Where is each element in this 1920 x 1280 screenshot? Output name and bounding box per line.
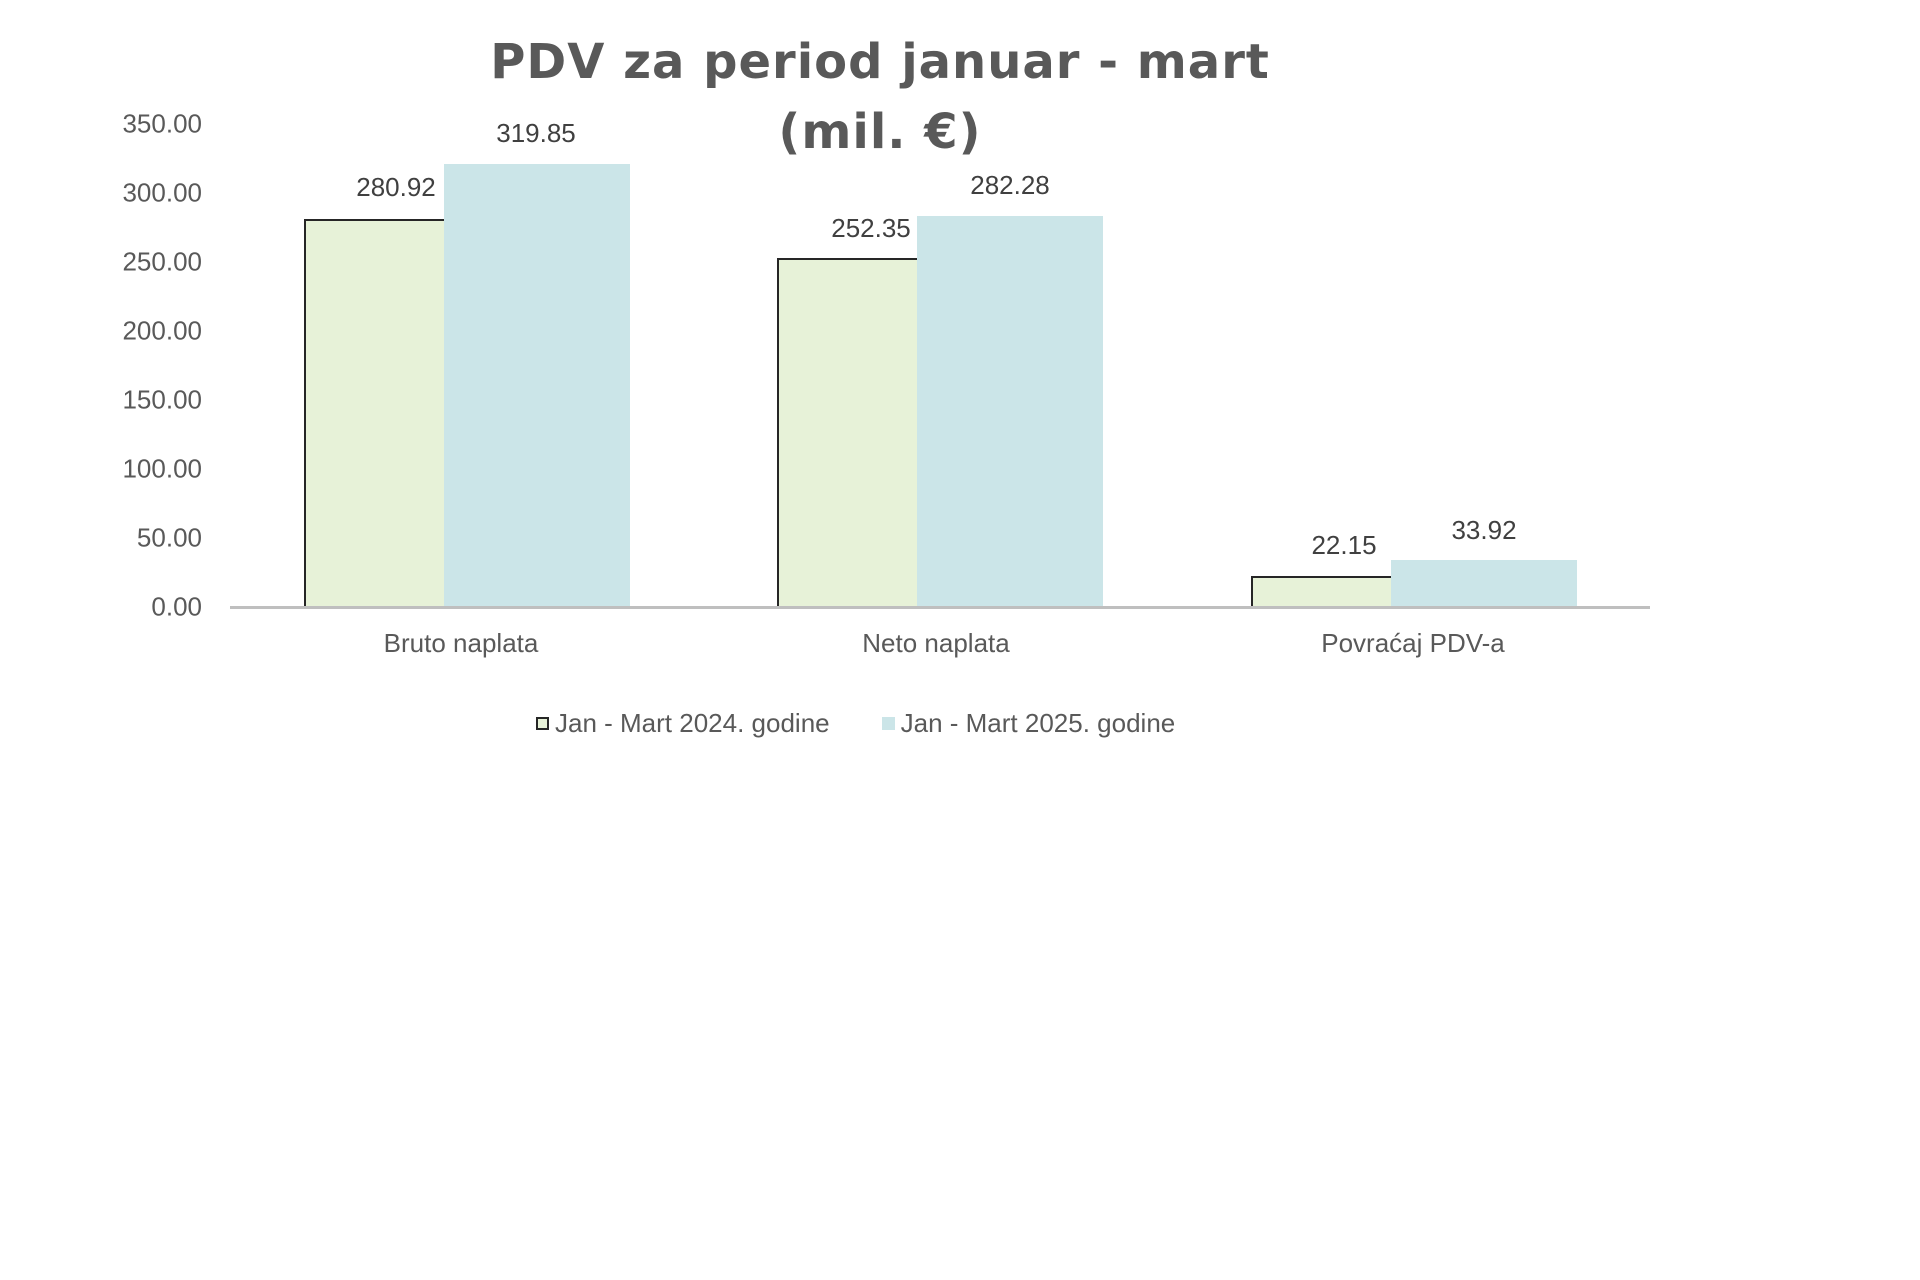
category-label: Bruto naplata	[383, 628, 539, 658]
y-tick-label: 250.00	[122, 246, 202, 277]
legend-label: Jan - Mart 2025. godine	[900, 708, 1176, 738]
legend-item-2024[interactable]: Jan - Mart 2024. godine	[536, 708, 830, 739]
legend: Jan - Mart 2024. godine Jan - Mart 2025.…	[536, 708, 1227, 739]
y-tick-label: 0.00	[151, 591, 202, 622]
chart-title-line-1: PDV za period januar - mart	[490, 34, 1270, 90]
y-tick-label: 300.00	[122, 177, 202, 208]
y-tick-label: 100.00	[122, 453, 202, 484]
data-label: 282.28	[970, 170, 1050, 200]
data-label: 33.92	[1451, 515, 1517, 545]
bar-bruto-2024	[304, 219, 444, 607]
legend-label: Jan - Mart 2024. godine	[555, 708, 830, 738]
bar-povracaj-2025	[1391, 560, 1577, 607]
bar-bruto-2025	[444, 164, 630, 607]
chart-title-line-2: (mil. €)	[778, 104, 982, 160]
y-tick-label: 50.00	[136, 522, 202, 553]
x-axis-line	[230, 606, 1650, 609]
y-tick-label: 150.00	[122, 384, 202, 415]
legend-item-2025[interactable]: Jan - Mart 2025. godine	[881, 708, 1176, 739]
category-label: Neto naplata	[862, 628, 1010, 658]
bar-neto-2024	[777, 258, 917, 607]
data-label: 22.15	[1311, 530, 1377, 560]
bar-neto-2025	[917, 216, 1103, 607]
data-label: 319.85	[496, 118, 576, 148]
bar-povracaj-2024	[1251, 576, 1391, 607]
y-tick-label: 350.00	[122, 108, 202, 139]
data-label: 280.92	[356, 172, 436, 202]
category-label: Povraćaj PDV-a	[1321, 628, 1505, 658]
y-tick-label: 200.00	[122, 315, 202, 346]
legend-swatch-icon	[881, 717, 895, 730]
data-label: 252.35	[831, 213, 911, 243]
legend-swatch-icon	[536, 717, 549, 730]
